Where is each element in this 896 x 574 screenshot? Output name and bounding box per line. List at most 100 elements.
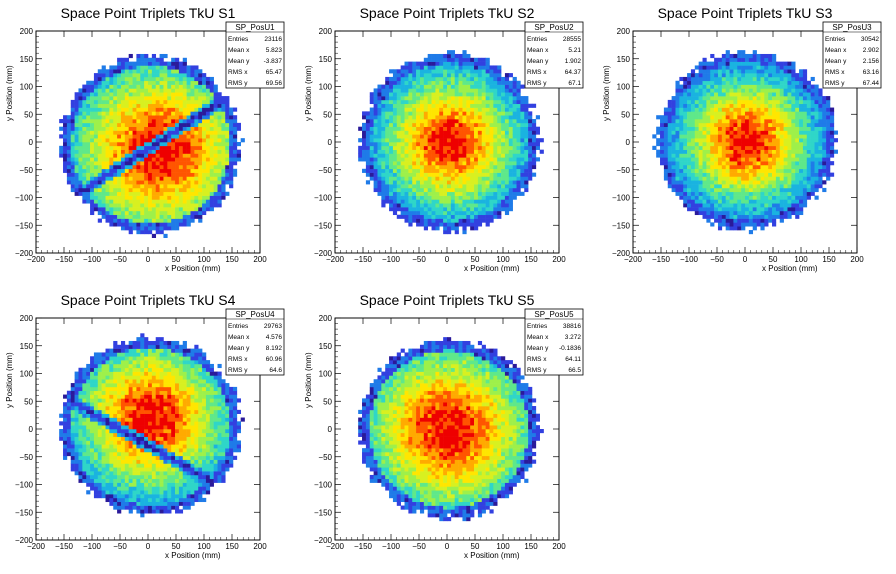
stats-value: 65.47 <box>266 69 283 76</box>
heatmap-bin <box>86 168 91 173</box>
heatmap-bin <box>474 168 479 173</box>
heatmap-bin <box>132 168 137 173</box>
heatmap-bin <box>462 161 467 166</box>
heatmap-bin <box>400 164 405 170</box>
heatmap-bin <box>497 103 502 108</box>
heatmap-bin <box>90 134 95 139</box>
heatmap-bin <box>385 168 390 173</box>
heatmap-bin <box>745 115 750 120</box>
heatmap-bin <box>140 73 145 78</box>
heatmap-bin <box>535 126 540 131</box>
heatmap-bin <box>737 73 742 78</box>
heatmap-bin <box>752 218 757 223</box>
heatmap-bin <box>675 122 680 127</box>
heatmap-bin <box>710 142 715 147</box>
heatmap-bin <box>671 157 676 162</box>
heatmap-bin <box>423 138 428 143</box>
heatmap-bin <box>772 61 777 66</box>
heatmap-bin <box>63 157 68 162</box>
heatmap-bin <box>423 207 428 212</box>
heatmap-bin <box>671 164 676 170</box>
heatmap-bin <box>178 92 184 97</box>
heatmap-bin <box>408 65 413 70</box>
heatmap-bin <box>167 214 172 219</box>
heatmap-bin <box>501 207 506 212</box>
heatmap-bin <box>725 172 730 177</box>
heatmap-bin <box>159 76 164 82</box>
heatmap-bin <box>477 103 483 108</box>
heatmap-bin <box>493 203 498 208</box>
heatmap-bin <box>706 107 711 112</box>
heatmap-bin <box>439 210 444 216</box>
heatmap-bin <box>225 119 230 124</box>
heatmap-bin <box>221 153 226 158</box>
heatmap-bin <box>117 76 122 82</box>
heatmap-bin <box>671 134 676 139</box>
heatmap-bin <box>528 145 533 150</box>
heatmap-bin <box>163 134 168 139</box>
heatmap-bin <box>531 103 537 108</box>
heatmap-bin <box>756 172 761 177</box>
heatmap-bin <box>389 172 394 177</box>
heatmap-bin <box>447 76 452 82</box>
heatmap-bin <box>431 111 436 116</box>
heatmap-bin <box>675 142 680 147</box>
heatmap-bin <box>113 138 118 143</box>
heatmap-bin <box>698 149 703 154</box>
heatmap-bin <box>489 138 494 143</box>
heatmap-bin <box>225 115 230 120</box>
heatmap-bin <box>362 149 367 154</box>
heatmap-bin <box>760 214 765 219</box>
heatmap-bin <box>683 164 688 170</box>
heatmap-bin <box>443 88 448 93</box>
heatmap-bin <box>202 80 207 85</box>
heatmap-bin <box>144 149 149 154</box>
heatmap-bin <box>132 107 137 112</box>
heatmap-bin <box>466 76 471 82</box>
heatmap-bin <box>760 126 765 131</box>
heatmap-bin <box>396 134 401 139</box>
heatmap-bin <box>209 187 214 193</box>
heatmap-bin <box>493 207 498 212</box>
heatmap-bin <box>404 187 409 193</box>
heatmap-bin <box>745 207 750 212</box>
heatmap-bin <box>675 80 680 85</box>
heatmap-bin <box>155 180 160 185</box>
heatmap-bin <box>117 57 122 62</box>
heatmap-bin <box>221 130 226 135</box>
heatmap-bin <box>209 96 214 101</box>
heatmap-bin <box>117 92 122 97</box>
heatmap-bin <box>694 119 699 124</box>
heatmap-bin <box>140 88 145 93</box>
heatmap-bin <box>229 172 234 177</box>
heatmap-bin <box>729 111 734 116</box>
heatmap-bin <box>144 161 149 166</box>
y-tick-label: −200 <box>15 249 34 258</box>
heatmap-bin <box>136 210 141 216</box>
heatmap-bin <box>412 119 417 124</box>
heatmap-bin <box>721 103 726 108</box>
heatmap-bin <box>167 226 172 231</box>
heatmap-bin <box>148 176 153 181</box>
heatmap-bin <box>120 84 126 89</box>
heatmap-bin <box>124 191 129 196</box>
heatmap-bin <box>74 145 79 150</box>
heatmap-bin <box>497 210 502 216</box>
heatmap-bin <box>535 145 540 150</box>
heatmap-bin <box>369 142 374 147</box>
heatmap-bin <box>175 73 180 78</box>
heatmap-bin <box>501 107 506 112</box>
heatmap-bin <box>466 214 471 219</box>
heatmap-bin <box>462 65 467 70</box>
heatmap-bin <box>528 161 533 166</box>
heatmap-bin <box>171 191 176 196</box>
heatmap-bin <box>205 180 211 185</box>
heatmap-bin <box>144 199 149 204</box>
heatmap-bin <box>113 191 118 196</box>
heatmap-bin <box>377 88 382 93</box>
heatmap-bin <box>213 203 218 208</box>
heatmap-bin <box>450 99 456 105</box>
heatmap-bin <box>400 65 405 70</box>
heatmap-bin <box>737 130 742 135</box>
heatmap-bin <box>369 161 374 166</box>
